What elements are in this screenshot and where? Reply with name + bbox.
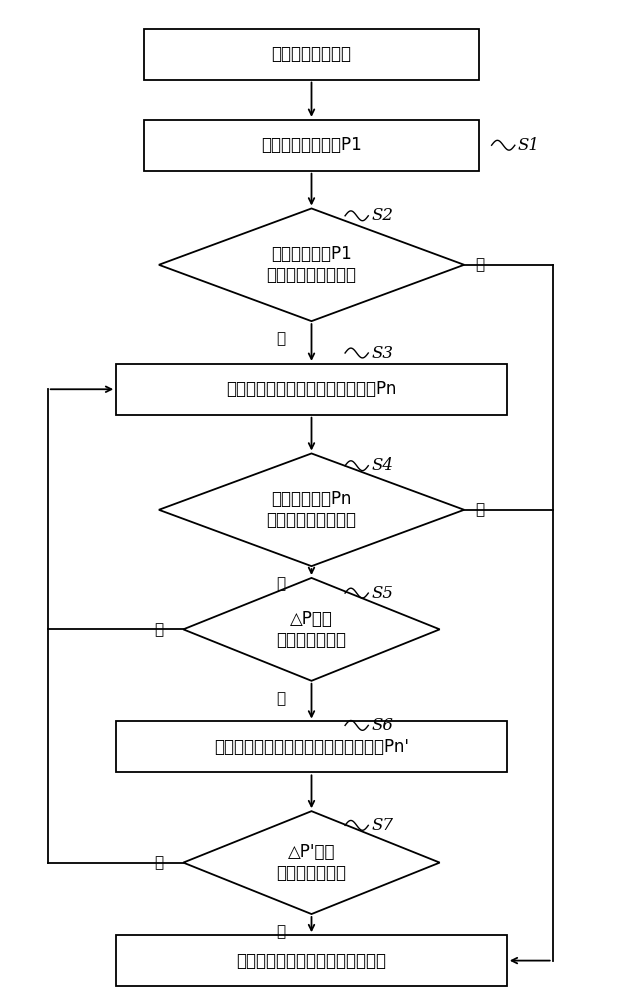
Text: 车辆处于行驶状态: 车辆处于行驶状态: [272, 45, 351, 63]
Text: 是: 是: [277, 576, 285, 591]
Text: 当前机油压力P1
是否处于标定范围内: 当前机油压力P1 是否处于标定范围内: [267, 245, 356, 284]
Text: S7: S7: [371, 817, 393, 834]
Polygon shape: [159, 208, 464, 321]
Text: S2: S2: [371, 207, 393, 224]
Text: 是: 是: [277, 331, 285, 346]
Polygon shape: [159, 453, 464, 566]
Text: 间隔预定时间，再次检测当前机油压力Pn': 间隔预定时间，再次检测当前机油压力Pn': [214, 738, 409, 756]
Text: 否: 否: [475, 257, 484, 272]
Text: 故障处理及故障指示装置激活判定: 故障处理及故障指示装置激活判定: [237, 952, 386, 970]
Text: 是: 是: [155, 622, 163, 637]
FancyBboxPatch shape: [143, 120, 480, 171]
Text: 否: 否: [277, 924, 285, 939]
FancyBboxPatch shape: [143, 29, 480, 80]
Text: S4: S4: [371, 457, 393, 474]
Text: 是: 是: [155, 855, 163, 870]
Text: 否: 否: [277, 691, 285, 706]
Text: S3: S3: [371, 344, 393, 361]
Text: 间隔预定时间，检测当前机油压力Pn: 间隔预定时间，检测当前机油压力Pn: [226, 380, 397, 398]
FancyBboxPatch shape: [116, 364, 507, 415]
Text: S6: S6: [371, 717, 393, 734]
FancyBboxPatch shape: [116, 721, 507, 772]
FancyBboxPatch shape: [116, 935, 507, 986]
Text: S5: S5: [371, 585, 393, 602]
Text: 否: 否: [475, 502, 484, 517]
Polygon shape: [183, 578, 440, 681]
Text: 检测当前机油压力P1: 检测当前机油压力P1: [261, 136, 362, 154]
Text: 当前机油压力Pn
是否处于标定范围内: 当前机油压力Pn 是否处于标定范围内: [267, 490, 356, 529]
Text: △P'是否
处于标定范围内: △P'是否 处于标定范围内: [277, 843, 346, 882]
Text: S1: S1: [518, 137, 540, 154]
Text: △P是否
处于标定范围内: △P是否 处于标定范围内: [277, 610, 346, 649]
Polygon shape: [183, 811, 440, 914]
